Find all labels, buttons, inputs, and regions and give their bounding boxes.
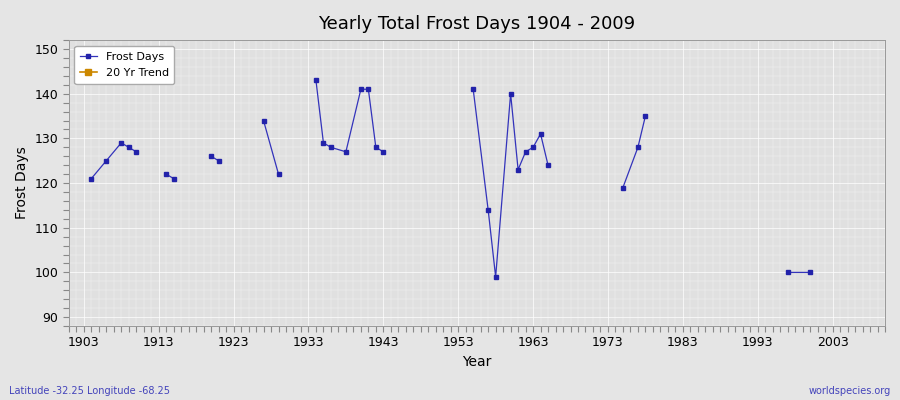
- Frost Days: [310, 78, 321, 83]
- Frost Days: [258, 118, 269, 123]
- Frost Days: [468, 87, 479, 92]
- Frost Days: [161, 172, 172, 176]
- Frost Days: [123, 145, 134, 150]
- Frost Days: [617, 185, 628, 190]
- Frost Days: [491, 274, 501, 279]
- Frost Days: [206, 154, 217, 159]
- Frost Days: [782, 270, 793, 275]
- Frost Days: [805, 270, 815, 275]
- Frost Days: [86, 176, 96, 181]
- Frost Days: [318, 140, 328, 145]
- Frost Days: [527, 145, 538, 150]
- Title: Yearly Total Frost Days 1904 - 2009: Yearly Total Frost Days 1904 - 2009: [319, 15, 635, 33]
- Frost Days: [340, 149, 351, 154]
- Frost Days: [326, 145, 337, 150]
- Frost Days: [640, 114, 651, 118]
- Frost Days: [273, 172, 284, 176]
- Frost Days: [101, 158, 112, 163]
- Frost Days: [356, 87, 366, 92]
- Y-axis label: Frost Days: Frost Days: [15, 147, 29, 220]
- Frost Days: [371, 145, 382, 150]
- Frost Days: [536, 132, 546, 136]
- Frost Days: [520, 149, 531, 154]
- Frost Days: [130, 149, 141, 154]
- X-axis label: Year: Year: [463, 355, 491, 369]
- Frost Days: [168, 176, 179, 181]
- Frost Days: [363, 87, 374, 92]
- Text: Latitude -32.25 Longitude -68.25: Latitude -32.25 Longitude -68.25: [9, 386, 170, 396]
- Text: worldspecies.org: worldspecies.org: [809, 386, 891, 396]
- Legend: Frost Days, 20 Yr Trend: Frost Days, 20 Yr Trend: [75, 46, 175, 84]
- Frost Days: [213, 158, 224, 163]
- Frost Days: [633, 145, 643, 150]
- Frost Days: [116, 140, 127, 145]
- Frost Days: [543, 163, 553, 168]
- Frost Days: [482, 208, 493, 212]
- Frost Days: [505, 91, 516, 96]
- Frost Days: [513, 167, 524, 172]
- Frost Days: [378, 149, 389, 154]
- Line: Frost Days: Frost Days: [90, 78, 812, 279]
